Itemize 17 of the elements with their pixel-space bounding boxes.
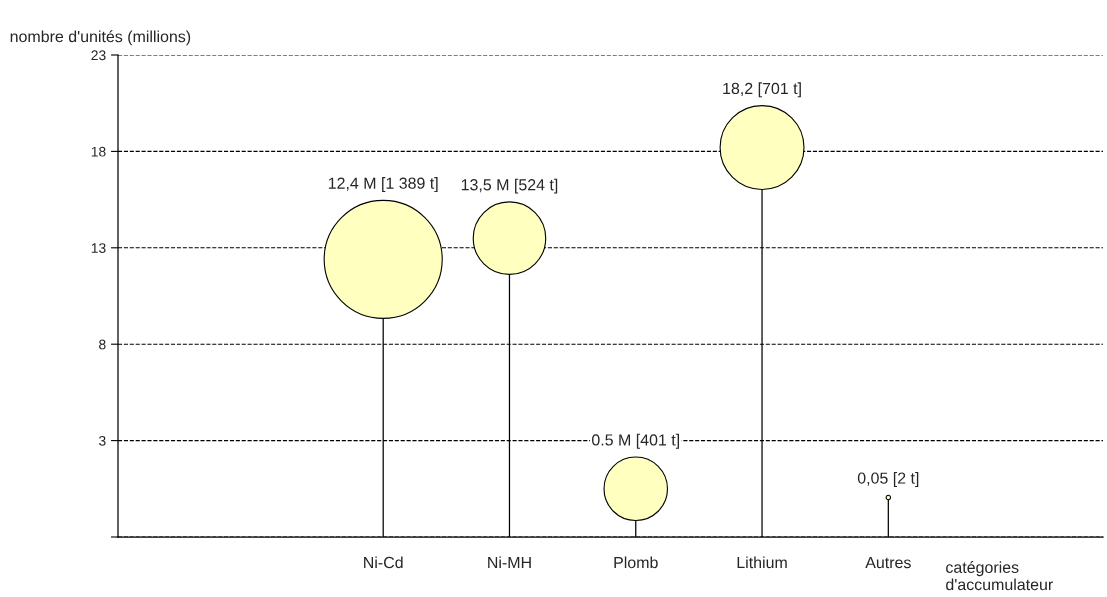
x-axis-title: catégories d'accumulateur bbox=[946, 561, 1053, 591]
data-label: 12,4 M [1 389 t] bbox=[328, 177, 438, 193]
data-label: 18,2 [701 t] bbox=[723, 82, 801, 98]
x-tick-label: Ni-Cd bbox=[364, 556, 403, 569]
y-tick-label: 23 bbox=[91, 50, 106, 61]
y-tick-label: 3 bbox=[99, 435, 106, 446]
data-label: 0,05 [2 t] bbox=[857, 472, 919, 487]
y-tick-label: 18 bbox=[91, 146, 106, 157]
data-label: 13,5 M [524 t] bbox=[461, 178, 558, 194]
y-tick-label: 13 bbox=[91, 243, 106, 253]
y-tick-label: 8 bbox=[99, 339, 106, 350]
y-axis-title: nombre d'unités (millions) bbox=[10, 30, 191, 46]
x-tick-label: Autres bbox=[865, 557, 911, 569]
x-tick-label: Plomb bbox=[614, 556, 658, 569]
x-tick-label: Ni-MH bbox=[488, 556, 531, 569]
x-tick-label: Lithium bbox=[737, 556, 787, 569]
data-label: 0.5 M [401 t] bbox=[591, 433, 680, 449]
